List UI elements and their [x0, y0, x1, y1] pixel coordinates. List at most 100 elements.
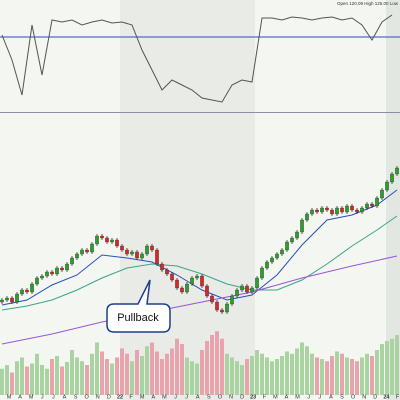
- candle-body: [145, 245, 149, 255]
- x-tick-label: A: [196, 394, 200, 400]
- candle-body: [30, 283, 34, 293]
- candle-body: [350, 205, 354, 211]
- x-tick-label: A: [18, 394, 22, 400]
- volume-bar: [300, 342, 304, 395]
- volume-bar: [125, 353, 129, 395]
- candle-body: [20, 289, 24, 295]
- candle-body: [270, 257, 274, 263]
- volume-bar: [240, 365, 244, 395]
- volume-bar: [275, 359, 279, 395]
- volume-bar: [335, 351, 339, 395]
- candle-body: [125, 249, 129, 255]
- volume-bar: [230, 357, 234, 395]
- volume-bar: [315, 357, 319, 395]
- volume-bar: [295, 348, 299, 395]
- candle-body: [175, 279, 179, 289]
- volume-bar: [5, 365, 9, 395]
- volume-bar: [290, 353, 294, 395]
- candle-body: [260, 267, 264, 279]
- volume-bar: [260, 353, 264, 395]
- candle-body: [215, 301, 219, 311]
- candle-body: [195, 275, 199, 279]
- band: [255, 0, 386, 400]
- volume-bar: [205, 341, 209, 395]
- candle-body: [160, 263, 164, 271]
- volume-bar: [195, 363, 199, 395]
- x-tick-label: 22: [117, 394, 123, 400]
- header: Open 120.09 High 125.00 Low: [337, 1, 399, 6]
- volume-bar: [15, 361, 19, 395]
- oscillator-line: [1, 14, 393, 103]
- candle-body: [255, 277, 259, 289]
- volume-bar: [340, 353, 344, 395]
- volume-bar: [20, 357, 24, 395]
- panel-divider: [0, 112, 400, 113]
- x-tick-label: N: [229, 394, 233, 400]
- volume-bar: [190, 361, 194, 395]
- x-tick-label: F: [396, 394, 400, 400]
- candle-body: [80, 249, 84, 255]
- x-tick-label: 23: [250, 394, 256, 400]
- candle-body: [75, 253, 79, 259]
- annotation-text: Pullback: [117, 312, 159, 324]
- candle-body: [35, 277, 39, 285]
- volume-bar: [165, 353, 169, 395]
- volume-bar: [170, 348, 174, 395]
- volume-bar: [375, 350, 379, 395]
- x-tick-label: D: [240, 394, 244, 400]
- band: [120, 0, 255, 400]
- candle-body: [365, 203, 369, 209]
- x-tick-label: S: [74, 394, 78, 400]
- x-tick-label: S: [340, 394, 344, 400]
- candle-body: [90, 243, 94, 253]
- x-tick-label: M: [7, 394, 12, 400]
- candle-body: [340, 207, 344, 213]
- x-tick-label: O: [351, 394, 356, 400]
- volume-bar: [265, 357, 269, 395]
- volume-bar: [280, 356, 284, 395]
- x-tick-label: M: [273, 394, 278, 400]
- candle-body: [150, 245, 154, 251]
- x-tick-label: O: [85, 394, 90, 400]
- volume-bar: [175, 338, 179, 395]
- candle-body: [320, 207, 324, 213]
- candle-body: [295, 231, 299, 239]
- volume-bar: [395, 335, 399, 395]
- x-tick-label: F: [129, 394, 133, 400]
- candle-body: [280, 249, 284, 255]
- volume-bar: [40, 365, 44, 395]
- x-tick-label: M: [295, 394, 300, 400]
- band: [386, 0, 400, 400]
- volume-bar: [305, 346, 309, 395]
- volume-bar: [35, 353, 39, 395]
- moving-average: [1, 189, 398, 306]
- candle-body: [200, 275, 204, 287]
- candle-body: [65, 263, 69, 271]
- volume-bar: [325, 361, 329, 395]
- volume-bar: [90, 353, 94, 395]
- candle-body: [345, 205, 349, 213]
- candle-body: [40, 275, 44, 279]
- volume-bar: [320, 359, 324, 395]
- x-tick-label: M: [140, 394, 145, 400]
- candle-body: [140, 253, 144, 259]
- volume-bar: [360, 357, 364, 395]
- x-tick-label: D: [373, 394, 377, 400]
- volume-bar: [50, 359, 54, 395]
- volume-bar: [235, 361, 239, 395]
- volume-bar: [100, 351, 104, 395]
- volume-bar: [0, 368, 4, 395]
- x-tick-label: A: [329, 394, 333, 400]
- candle-body: [100, 235, 104, 239]
- candle-body: [165, 269, 169, 275]
- volume-bar: [25, 366, 29, 395]
- volume-bar: [60, 366, 64, 395]
- candle-body: [170, 273, 174, 281]
- volume-bar: [110, 363, 114, 395]
- candle-body: [25, 289, 29, 293]
- volume-bar: [390, 338, 394, 395]
- candle-body: [305, 213, 309, 221]
- candle-body: [70, 257, 74, 265]
